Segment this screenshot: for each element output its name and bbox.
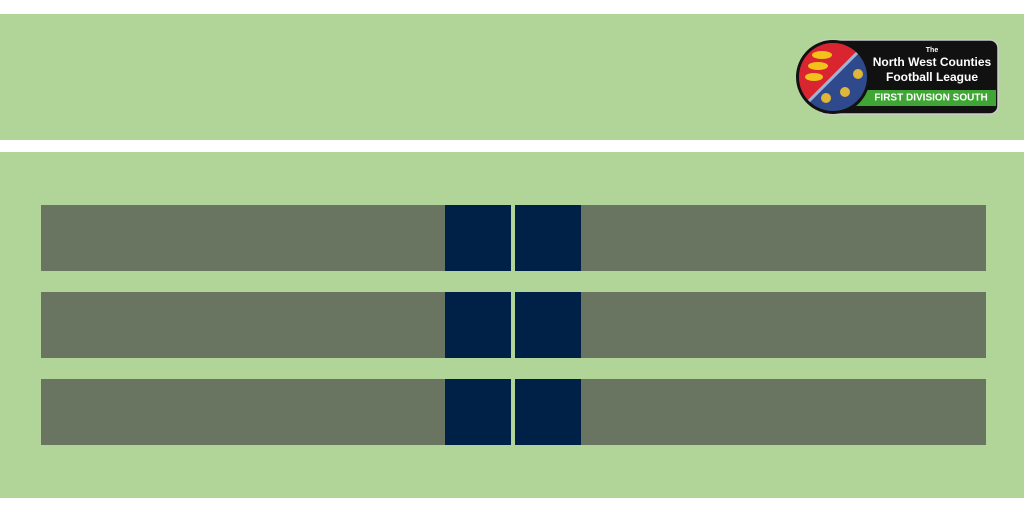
- logo-line-2: Football League: [886, 70, 978, 84]
- division-name: FIRST DIVISION SOUTH: [874, 93, 987, 104]
- logo-small-text: The: [926, 47, 939, 54]
- away-team-bar: [581, 292, 986, 358]
- home-team-bar: [41, 379, 445, 445]
- home-team-bar: [41, 205, 445, 271]
- fixture-row: [41, 205, 986, 271]
- home-team-bar: [41, 292, 445, 358]
- away-score-box: [515, 205, 581, 271]
- logo-line-1: North West Counties: [873, 55, 992, 69]
- league-logo: The North West Counties Football League …: [796, 39, 999, 115]
- away-score-box: [515, 379, 581, 445]
- home-score-box: [445, 205, 511, 271]
- home-score-box: [445, 292, 511, 358]
- crest: [799, 43, 867, 111]
- division-strip: [846, 90, 996, 106]
- away-team-bar: [581, 205, 986, 271]
- away-score-box: [515, 292, 581, 358]
- fixture-row: [41, 292, 986, 358]
- away-team-bar: [581, 379, 986, 445]
- home-score-box: [445, 379, 511, 445]
- fixture-row: [41, 379, 986, 445]
